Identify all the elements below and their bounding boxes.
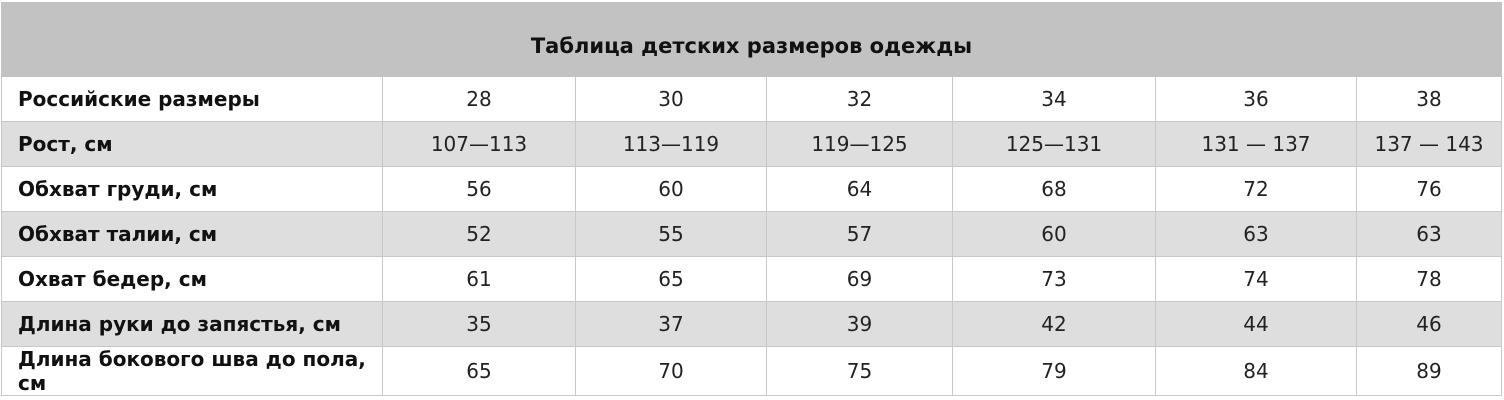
table-cell: 84 bbox=[1155, 346, 1357, 396]
table-cell: 55 bbox=[575, 211, 767, 257]
table-row-chest: Обхват груди, см 56 60 64 68 72 76 bbox=[1, 166, 1502, 212]
table-row-waist: Обхват талии, см 52 55 57 60 63 63 bbox=[1, 211, 1502, 257]
table-cell: 79 bbox=[952, 346, 1156, 396]
table-row-arm-length: Длина руки до запястья, см 35 37 39 42 4… bbox=[1, 301, 1502, 347]
row-label: Рост, см bbox=[1, 121, 383, 167]
table-cell: 30 bbox=[575, 76, 767, 122]
table-cell: 63 bbox=[1356, 211, 1502, 257]
table-cell: 28 bbox=[382, 76, 576, 122]
row-label: Обхват талии, см bbox=[1, 211, 383, 257]
table-cell: 131 — 137 bbox=[1155, 121, 1357, 167]
table-cell: 69 bbox=[766, 256, 953, 302]
table-cell: 125—131 bbox=[952, 121, 1156, 167]
table-cell: 113—119 bbox=[575, 121, 767, 167]
table-cell: 70 bbox=[575, 346, 767, 396]
table-cell: 65 bbox=[382, 346, 576, 396]
table-cell: 75 bbox=[766, 346, 953, 396]
table-cell: 63 bbox=[1155, 211, 1357, 257]
table-cell: 44 bbox=[1155, 301, 1357, 347]
table-cell: 35 bbox=[382, 301, 576, 347]
table-cell: 64 bbox=[766, 166, 953, 212]
row-label: Охват бедер, см bbox=[1, 256, 383, 302]
table-cell: 61 bbox=[382, 256, 576, 302]
table-title: Таблица детских размеров одежды bbox=[1, 2, 1502, 77]
table-row-russian-sizes: Российские размеры 28 30 32 34 36 38 bbox=[1, 76, 1502, 122]
table-cell: 74 bbox=[1155, 256, 1357, 302]
row-label: Длина руки до запястья, см bbox=[1, 301, 383, 347]
table-cell: 52 bbox=[382, 211, 576, 257]
row-label: Обхват груди, см bbox=[1, 166, 383, 212]
table-cell: 34 bbox=[952, 76, 1156, 122]
table-cell: 119—125 bbox=[766, 121, 953, 167]
table-cell: 39 bbox=[766, 301, 953, 347]
row-label: Длина бокового шва до пола, см bbox=[1, 346, 383, 396]
table-cell: 60 bbox=[952, 211, 1156, 257]
table-cell: 38 bbox=[1356, 76, 1502, 122]
table-row-height: Рост, см 107—113 113—119 119—125 125—131… bbox=[1, 121, 1502, 167]
table-cell: 89 bbox=[1356, 346, 1502, 396]
table-row-hips: Охват бедер, см 61 65 69 73 74 78 bbox=[1, 256, 1502, 302]
table-cell: 46 bbox=[1356, 301, 1502, 347]
table-cell: 78 bbox=[1356, 256, 1502, 302]
table-cell: 137 — 143 bbox=[1356, 121, 1502, 167]
table-cell: 68 bbox=[952, 166, 1156, 212]
table-cell: 76 bbox=[1356, 166, 1502, 212]
table-cell: 65 bbox=[575, 256, 767, 302]
table-body: Российские размеры 28 30 32 34 36 38 Рос… bbox=[1, 76, 1502, 396]
row-label: Российские размеры bbox=[1, 76, 383, 122]
table-cell: 36 bbox=[1155, 76, 1357, 122]
table-cell: 72 bbox=[1155, 166, 1357, 212]
table-cell: 32 bbox=[766, 76, 953, 122]
table-cell: 73 bbox=[952, 256, 1156, 302]
table-cell: 60 bbox=[575, 166, 767, 212]
table-header-row: Таблица детских размеров одежды bbox=[1, 2, 1502, 77]
table-cell: 42 bbox=[952, 301, 1156, 347]
table-cell: 37 bbox=[575, 301, 767, 347]
table-cell: 57 bbox=[766, 211, 953, 257]
table-row-side-seam: Длина бокового шва до пола, см 65 70 75 … bbox=[1, 346, 1502, 396]
table-cell: 56 bbox=[382, 166, 576, 212]
table-cell: 107—113 bbox=[382, 121, 576, 167]
